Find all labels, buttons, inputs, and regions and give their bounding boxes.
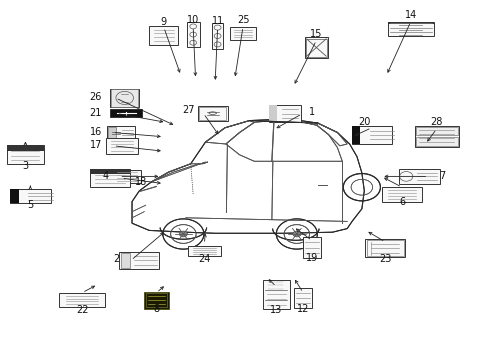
Circle shape — [179, 231, 187, 237]
Bar — [381, 187, 421, 202]
Text: 17: 17 — [89, 140, 102, 150]
Text: 20: 20 — [357, 117, 370, 127]
Text: 16: 16 — [89, 127, 102, 138]
Bar — [90, 169, 129, 187]
Text: 14: 14 — [404, 10, 416, 20]
Bar — [7, 145, 44, 151]
Circle shape — [292, 231, 300, 237]
Text: 25: 25 — [236, 15, 249, 25]
Text: 8: 8 — [153, 304, 159, 314]
Bar — [59, 293, 105, 307]
Text: 3: 3 — [22, 161, 28, 171]
Bar — [149, 26, 178, 45]
Circle shape — [179, 231, 187, 237]
Bar — [268, 105, 277, 122]
Bar — [107, 127, 116, 138]
Bar — [197, 106, 227, 121]
Text: 27: 27 — [182, 105, 194, 115]
Text: 15: 15 — [309, 29, 322, 39]
Bar — [386, 22, 433, 24]
Bar — [302, 237, 321, 258]
Bar — [144, 292, 168, 309]
Bar — [7, 145, 44, 164]
Bar — [262, 280, 289, 309]
Bar — [211, 23, 223, 49]
Bar — [9, 189, 51, 203]
Bar — [188, 246, 220, 256]
Bar — [294, 288, 311, 308]
Bar — [110, 109, 142, 117]
Text: 2: 2 — [113, 254, 119, 264]
Text: 7: 7 — [439, 171, 445, 181]
Text: 5: 5 — [27, 200, 33, 210]
Text: 23: 23 — [378, 254, 391, 264]
Text: 12: 12 — [296, 304, 309, 314]
Bar — [90, 169, 129, 174]
Bar — [119, 252, 159, 269]
Text: 11: 11 — [211, 16, 224, 26]
Bar — [121, 253, 129, 268]
Text: 13: 13 — [269, 305, 282, 315]
Bar — [268, 105, 300, 122]
Bar — [365, 239, 405, 257]
Bar — [414, 126, 458, 147]
Bar — [304, 37, 327, 58]
Bar — [9, 189, 19, 203]
Circle shape — [292, 231, 300, 237]
Text: 28: 28 — [429, 117, 442, 127]
Text: 24: 24 — [198, 254, 210, 264]
Bar — [351, 126, 360, 144]
Bar — [186, 22, 199, 47]
Text: 1: 1 — [308, 107, 314, 117]
Bar — [110, 89, 139, 107]
Text: 26: 26 — [89, 92, 102, 102]
Bar — [386, 22, 433, 36]
Text: 19: 19 — [305, 253, 318, 264]
Bar — [113, 170, 141, 183]
Text: 18: 18 — [134, 177, 147, 187]
Bar — [366, 240, 403, 256]
Text: 9: 9 — [161, 17, 166, 27]
Bar — [305, 39, 326, 57]
Text: 6: 6 — [398, 197, 404, 207]
Text: 22: 22 — [76, 305, 88, 315]
Bar — [415, 127, 457, 135]
Bar — [199, 107, 226, 120]
Bar — [398, 169, 439, 184]
Bar — [415, 137, 457, 146]
Bar — [229, 27, 256, 40]
Text: 10: 10 — [186, 15, 199, 25]
Text: 4: 4 — [102, 171, 108, 181]
Bar — [145, 293, 167, 307]
Text: 21: 21 — [89, 108, 102, 118]
Bar — [111, 89, 138, 107]
Bar — [351, 126, 391, 144]
Bar — [106, 126, 135, 139]
Bar — [106, 138, 138, 154]
